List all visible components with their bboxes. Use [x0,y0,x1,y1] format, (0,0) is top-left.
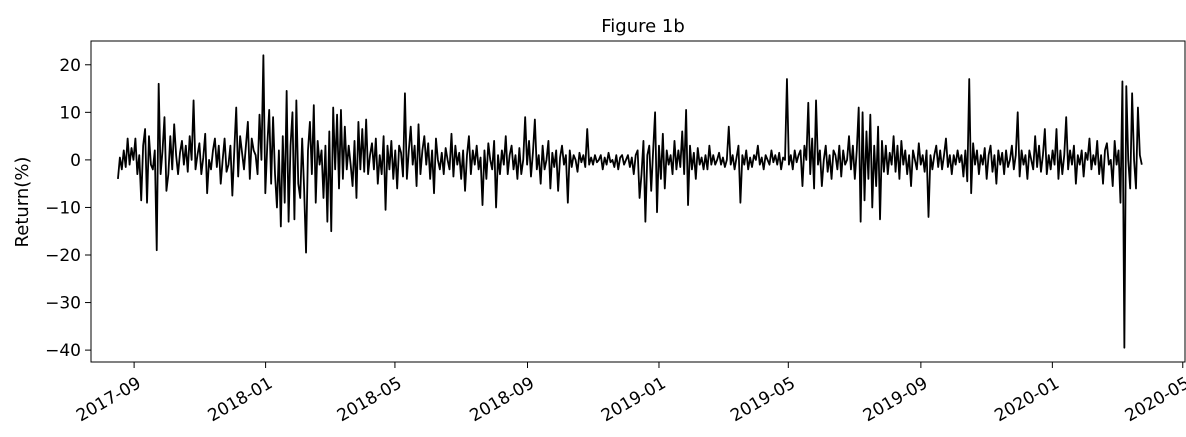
x-tick-label: 2017-09 [73,373,145,426]
x-tick-label: 2018-09 [466,373,538,426]
x-tick-label: 2019-05 [727,373,799,426]
chart-title: Figure 1b [601,16,685,37]
x-tick-label: 2020-05 [1122,373,1186,426]
y-tick-label: 0 [70,151,81,171]
x-axis: 2017-09 2018-01 2018-05 2018-09 2019-01 2019-… [73,362,1186,426]
y-tick-label: −40 [45,341,81,361]
x-tick-label: 2018-01 [205,373,277,426]
x-tick-label: 2018-05 [334,373,406,426]
y-tick-label: −20 [45,246,81,266]
x-tick-label: 2019-09 [860,373,932,426]
y-axis: 20 10 0 −10 −20 −30 −40 [45,56,91,361]
plot-frame [90,40,1186,363]
series-line [117,54,1143,349]
y-axis-label: Return(%) [12,157,33,248]
x-tick-label: 2019-01 [598,373,670,426]
y-tick-label: 20 [59,56,81,76]
y-tick-label: −30 [45,294,81,314]
y-tick-label: 10 [59,103,81,123]
x-tick-label: 2020-01 [991,373,1063,426]
y-tick-label: −10 [45,198,81,218]
